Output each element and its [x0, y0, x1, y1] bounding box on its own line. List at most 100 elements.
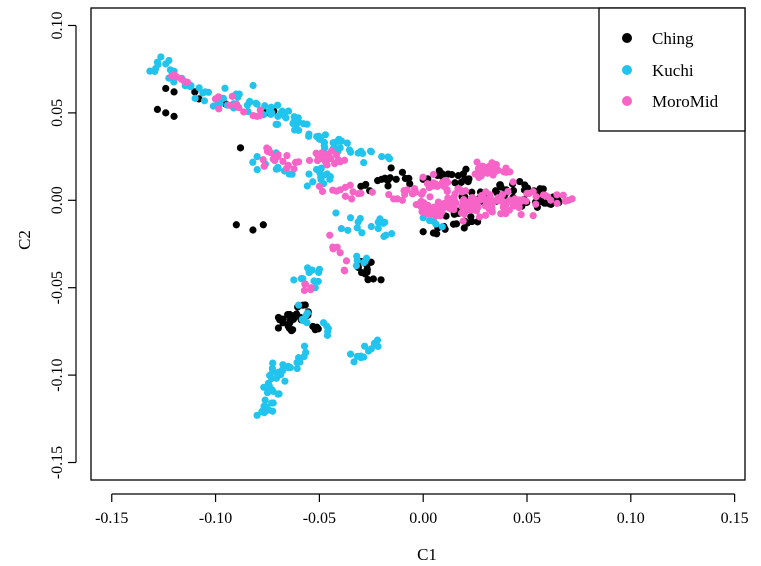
x-axis-label: C1	[417, 545, 437, 564]
data-point	[419, 228, 427, 236]
data-point	[265, 145, 273, 154]
data-point	[447, 205, 455, 213]
data-point	[273, 101, 282, 109]
data-point	[517, 210, 525, 219]
data-point	[303, 120, 311, 128]
data-point	[272, 120, 280, 128]
data-point	[516, 177, 524, 186]
data-point	[379, 219, 387, 227]
data-point	[345, 146, 354, 154]
data-point	[153, 105, 162, 113]
data-point	[285, 324, 294, 332]
data-point	[290, 276, 298, 284]
data-point	[165, 56, 173, 65]
data-point	[303, 309, 312, 317]
data-point	[268, 364, 276, 372]
data-point	[240, 108, 248, 116]
data-point	[269, 387, 277, 395]
data-point	[366, 147, 375, 155]
data-point	[170, 88, 178, 96]
data-point	[509, 178, 517, 186]
data-point	[398, 168, 407, 176]
data-point	[252, 99, 260, 107]
data-point	[509, 186, 518, 195]
data-point	[360, 259, 368, 267]
data-point	[249, 81, 257, 90]
data-point	[529, 188, 537, 196]
data-point	[457, 209, 466, 217]
data-point	[340, 156, 349, 164]
data-point	[307, 285, 315, 294]
data-point	[459, 217, 467, 225]
data-point	[460, 195, 468, 204]
data-point	[363, 265, 371, 273]
data-point	[318, 187, 327, 195]
data-point	[377, 276, 385, 284]
data-point	[228, 92, 236, 100]
data-point	[500, 168, 508, 176]
y-tick-label: -0.15	[49, 446, 66, 479]
data-point	[367, 222, 375, 231]
data-point	[354, 149, 362, 157]
x-axis: -0.15 -0.10 -0.05 0.00 0.05 0.10 0.15	[95, 493, 749, 527]
data-point	[234, 93, 242, 101]
data-point	[488, 208, 496, 216]
data-point	[342, 257, 351, 265]
data-point	[200, 97, 209, 105]
data-point	[429, 170, 438, 179]
data-point	[370, 339, 379, 347]
data-point	[383, 175, 391, 184]
series-kuchi	[146, 53, 446, 419]
data-point	[274, 163, 282, 171]
data-point	[455, 185, 464, 193]
y-axis-label: C2	[15, 230, 34, 250]
data-point	[360, 159, 368, 167]
data-point	[317, 164, 325, 172]
data-point	[309, 322, 317, 331]
data-point	[448, 171, 456, 179]
data-point	[385, 155, 394, 163]
data-point	[249, 112, 257, 120]
data-point	[435, 203, 443, 212]
data-point	[269, 359, 277, 367]
data-point	[305, 268, 313, 277]
data-point	[473, 158, 481, 166]
data-point	[410, 184, 419, 193]
data-point	[289, 312, 297, 320]
data-point	[296, 358, 304, 366]
data-point	[358, 229, 366, 237]
data-point	[256, 106, 264, 114]
data-point	[221, 84, 229, 92]
data-point	[468, 188, 476, 196]
data-point	[274, 368, 283, 376]
data-point	[501, 202, 509, 211]
data-point	[457, 178, 465, 186]
data-point	[305, 170, 313, 178]
data-point	[504, 187, 512, 196]
data-point	[492, 161, 500, 169]
data-point	[258, 408, 266, 416]
data-point	[496, 181, 504, 189]
data-point	[341, 267, 349, 275]
data-point	[310, 277, 318, 285]
data-point	[292, 158, 300, 166]
x-tick-label: -0.15	[95, 510, 128, 527]
data-point	[553, 199, 561, 208]
y-axis: -0.15 -0.10 -0.05 0.00 0.05 0.10	[49, 11, 77, 479]
data-point	[157, 53, 165, 61]
data-point	[374, 177, 382, 185]
data-point	[341, 192, 349, 200]
data-point	[359, 353, 368, 361]
data-point	[332, 151, 341, 159]
data-point	[385, 190, 393, 199]
data-point	[162, 109, 170, 117]
data-point	[444, 178, 452, 186]
data-point	[454, 172, 462, 180]
data-point	[354, 218, 362, 226]
data-point	[301, 280, 310, 288]
data-point	[280, 112, 288, 120]
data-point	[484, 169, 492, 177]
data-point	[290, 113, 298, 121]
legend-marker-ching	[622, 33, 632, 43]
data-point	[214, 93, 222, 101]
